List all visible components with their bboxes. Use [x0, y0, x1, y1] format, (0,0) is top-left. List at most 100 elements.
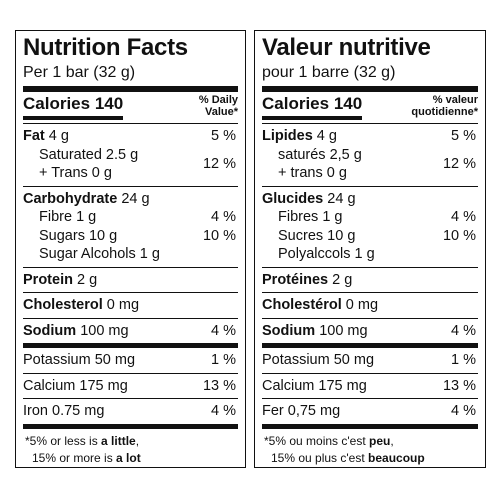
nutrient-name: Fat	[23, 128, 45, 144]
calories-value: 140	[333, 94, 363, 113]
footnote-text: *5% or less is	[25, 433, 102, 448]
nutrient-row: Cholestérol 0 mg	[262, 296, 478, 315]
sub-nutrient: Sugar Alcohols 1 g	[39, 246, 160, 262]
nutrient-row: Sugar Alcohols 1 g	[23, 245, 238, 264]
nutrient-name: Cholesterol	[23, 297, 103, 313]
nutrient: Protein 2 g	[23, 271, 97, 290]
serving-size: Per 1 bar (32 g)	[23, 64, 136, 81]
nutrient-amount: 24 g	[121, 190, 150, 207]
nutrient-row: Potassium 50 mg 1 %	[262, 351, 478, 370]
nutrient-section: Cholesterol 0 mg	[23, 293, 238, 319]
thick-rule	[23, 86, 238, 92]
dv-header-line: % Daily	[198, 94, 238, 106]
nutrient-row: Carbohydrate 24 g	[23, 190, 238, 209]
nutrient-name: Protéines	[262, 271, 329, 288]
sub-nutrient: Fibre 1 g	[39, 209, 97, 225]
nutrient: Cholestérol 0 mg	[262, 296, 378, 315]
calories-value: 140	[94, 94, 124, 113]
nutrition-panel: Nutrition Facts Per 1 bar (32 g) Calories …	[15, 30, 246, 468]
nutrient-amount: 2 g	[76, 271, 98, 288]
nutrient-row: saturés 2,5 g + trans 0 g 12 %	[262, 146, 478, 183]
footnote-text: *5% ou moins c'est	[264, 433, 370, 448]
daily-value: 10 %	[442, 227, 476, 244]
nutrient: Potassium 50 mg	[262, 351, 374, 370]
daily-value: 12 %	[442, 155, 476, 172]
nutrient: Protéines 2 g	[262, 271, 352, 290]
nutrient-row: Saturated 2.5 g + Trans 0 g 12 %	[23, 146, 238, 183]
sub-nutrient: Sugars 10 g	[39, 227, 118, 244]
nutrient-section: Protéines 2 g	[262, 268, 478, 293]
dv-header-line: Value*	[204, 106, 238, 118]
sub-nutrient: saturés 2,5 g	[278, 146, 362, 163]
nutrient-row: Glucides 24 g	[262, 190, 478, 209]
nutrient-row: Lipides 4 g 5 %	[262, 127, 478, 146]
nutrient-amount: 100 mg	[319, 322, 368, 339]
daily-value: 4 %	[451, 209, 476, 225]
nutrient-row: Sucres 10 g 10 %	[262, 227, 478, 246]
nutrient-amount: 2 g	[332, 271, 353, 288]
daily-value: 1 %	[211, 352, 236, 368]
sub-nutrient: Saturated 2.5 g	[39, 146, 139, 163]
footnote-text: ,	[135, 433, 140, 448]
dv-header-line: quotidienne*	[411, 106, 478, 118]
thick-rule	[262, 86, 478, 92]
nutrient-amount: 24 g	[327, 190, 356, 207]
nutrient-section: Calcium 175 mg 13 %	[262, 374, 478, 399]
sub-nutrient: Fibres 1 g	[278, 209, 343, 225]
daily-value: 4 %	[211, 403, 236, 419]
nutrient-amount: Fer 0,75 mg	[262, 403, 341, 419]
nutrient-section: Sodium 100 mg 4 %	[23, 319, 238, 348]
daily-value: 5 %	[451, 128, 476, 144]
footnote-emphasis: peu	[369, 433, 391, 448]
nutrient-section: Iron 0.75 mg 4 %	[23, 399, 238, 429]
nutrient: Calcium 175 mg	[262, 377, 367, 396]
nutrient: Potassium 50 mg	[23, 351, 135, 370]
dv-header-line: % valeur	[432, 94, 478, 106]
daily-value: 5 %	[211, 128, 236, 144]
nutrition-panel: Valeur nutritive pour 1 barre (32 g) Calor…	[254, 30, 486, 468]
footnote-line: 15% ou plus c'est beaucoup	[264, 450, 478, 467]
nutrient: Iron 0.75 mg	[23, 402, 104, 421]
daily-value: 1 %	[451, 352, 476, 368]
nutrient-row: Polyalccols 1 g	[262, 245, 478, 264]
nutrient: Fibres 1 g	[262, 208, 342, 227]
nutrient-section: Fat 4 g 5 % Saturated 2.5 g + Trans 0 g 12 %	[23, 124, 238, 187]
nutrient-section: Cholestérol 0 mg	[262, 293, 478, 319]
nutrient-row: Protéines 2 g	[262, 271, 478, 290]
nutrient-row: Fat 4 g 5 %	[23, 127, 238, 146]
nutrient: Sucres 10 g	[262, 227, 355, 246]
daily-value: 4 %	[451, 403, 476, 419]
daily-value: 10 %	[202, 227, 236, 244]
nutrient-section: Potassium 50 mg 1 %	[262, 348, 478, 374]
nutrient: Fer 0,75 mg	[262, 402, 340, 421]
nutrient: Sugar Alcohols 1 g	[23, 245, 160, 264]
daily-value: 13 %	[442, 377, 476, 394]
nutrient: Lipides 4 g	[262, 127, 337, 146]
footnote-line: 15% or more is a lot	[25, 450, 238, 467]
nutrient-section: Carbohydrate 24 g Fibre 1 g 4 % Sugars 10 g…	[23, 187, 238, 268]
nutrient-row: Cholesterol 0 mg	[23, 296, 238, 315]
nutrient-name: Lipides	[262, 128, 313, 144]
nutrient-row: Protein 2 g	[23, 271, 238, 290]
nutrient: Polyalccols 1 g	[262, 245, 375, 264]
nutrient-amount: Potassium 50 mg	[23, 352, 136, 368]
sub-nutrient: + Trans 0 g	[39, 165, 112, 181]
nutrient-section: Potassium 50 mg 1 %	[23, 348, 238, 374]
nutrient-section: Glucides 24 g Fibres 1 g 4 % Sucres 10 g 10 …	[262, 187, 478, 268]
footnote-line: *5% ou moins c'est peu,	[264, 433, 478, 450]
sub-nutrient: Polyalccols 1 g	[278, 246, 375, 262]
footnote-emphasis: a little	[101, 433, 136, 448]
nutrient-section: Fer 0,75 mg 4 %	[262, 399, 478, 429]
footnote-text: 15% ou plus c'est	[271, 450, 369, 465]
nutrient-row: Fibres 1 g 4 %	[262, 208, 478, 227]
nutrient-amount: 100 mg	[80, 322, 129, 339]
nutrient: Cholesterol 0 mg	[23, 296, 139, 315]
daily-value: 4 %	[211, 209, 236, 225]
nutrient-row: Fer 0,75 mg 4 %	[262, 402, 478, 421]
nutrient-amount: Potassium 50 mg	[262, 352, 375, 368]
calories-label: Calories	[23, 94, 91, 113]
footnote-emphasis: a lot	[116, 450, 141, 465]
footnote-text: ,	[390, 433, 394, 448]
nutrient-row: Sodium 100 mg 4 %	[23, 322, 238, 341]
sub-nutrient: Sucres 10 g	[278, 227, 356, 244]
